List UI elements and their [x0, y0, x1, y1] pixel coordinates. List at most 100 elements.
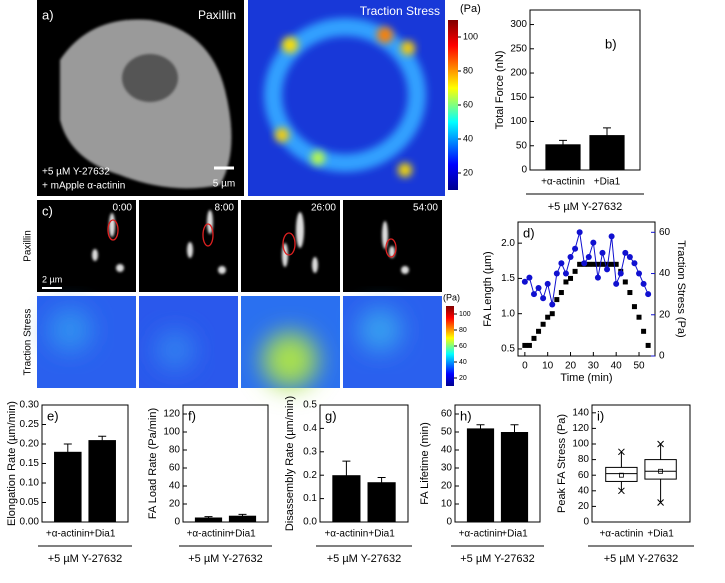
- treatment: +5 µM Y-27632: [42, 167, 110, 178]
- x-tick-label: +Dia1: [594, 177, 621, 188]
- y-tick-label: 250: [510, 43, 527, 54]
- y-tick-label: 80: [169, 445, 181, 456]
- x-tick-label: 20: [565, 361, 577, 372]
- y-tick-label: 0.5: [501, 344, 515, 355]
- mean: [658, 468, 663, 474]
- point: [595, 261, 601, 267]
- row-label: Paxillin: [23, 230, 34, 262]
- point: [558, 290, 564, 296]
- x-tick-label: 0: [522, 361, 528, 372]
- colorbar-tick-label: 40: [463, 133, 473, 143]
- x-axis-label: Time (min): [560, 372, 612, 384]
- point: [585, 254, 592, 261]
- colorbar-unit: (Pa): [443, 292, 460, 302]
- time-label: 26:00: [311, 203, 336, 214]
- y-tick-label: 0.0: [303, 517, 317, 528]
- error-bar: [559, 139, 567, 149]
- point: [526, 274, 533, 281]
- bar: [466, 428, 495, 522]
- point: [604, 266, 611, 273]
- error-bar: [204, 516, 213, 519]
- y-tick-label: 100: [510, 116, 527, 127]
- point: [535, 284, 542, 291]
- channel-label: Paxillin: [198, 8, 236, 22]
- point: [558, 260, 565, 267]
- x-tick-label: +α-actinin: [46, 529, 90, 540]
- y-tick-label: 50: [516, 140, 528, 151]
- point: [522, 342, 528, 348]
- bar: [194, 517, 223, 522]
- y-tick-label: 40: [578, 485, 590, 496]
- point: [599, 261, 605, 267]
- point: [631, 260, 638, 267]
- point: [554, 297, 560, 303]
- bar: [500, 432, 529, 522]
- treatment: + mApple α-actinin: [42, 181, 125, 192]
- point: [617, 270, 624, 277]
- y-tick-label: 60: [441, 409, 453, 420]
- point: [562, 270, 569, 277]
- x-axis-label: +5 µM Y-27632: [548, 201, 623, 213]
- y2-tick-label: 40: [659, 268, 671, 279]
- cell-image: a) Paxillin +5 µM Y-27632 + mApple α-act…: [37, 0, 244, 196]
- point: [636, 314, 642, 320]
- mean: [619, 472, 624, 478]
- y-tick-label: 80: [578, 454, 590, 465]
- time-label: 8:00: [215, 203, 235, 214]
- error-bar: [377, 477, 386, 487]
- x-axis-label: +5 µM Y-27632: [48, 553, 123, 565]
- x-tick-label: +Dia1: [368, 529, 395, 540]
- y-axis-label: FA Length (µm): [482, 251, 494, 326]
- bar: [367, 482, 396, 522]
- x-tick-label: 40: [611, 361, 623, 372]
- x-tick-label: 30: [588, 361, 600, 372]
- row-label: Traction Stress: [23, 309, 34, 376]
- y-tick-label: 300: [510, 19, 527, 30]
- error-bar: [476, 424, 485, 432]
- y-tick-label: 0.4: [303, 423, 317, 434]
- panel-label: g): [325, 408, 337, 423]
- point: [640, 280, 647, 287]
- x-axis-label: +5 µM Y-27632: [460, 553, 535, 565]
- x-tick-label: +Dia1: [501, 529, 528, 540]
- timelapse: c) 2 µm Paxillin Traction Stress (Pa): [23, 200, 460, 388]
- point: [604, 261, 610, 267]
- error-bar: [98, 435, 107, 444]
- series-line: [524, 232, 649, 305]
- point: [594, 274, 601, 281]
- panel-label: h): [460, 408, 472, 423]
- y-axis-label: Disassembly Rate (µm/min): [284, 396, 296, 531]
- error-bar: [238, 513, 247, 518]
- y2-tick-label: 0: [659, 351, 665, 362]
- x-axis-label: +5 µM Y-27632: [604, 553, 679, 565]
- y-tick-label: 0.25: [20, 419, 40, 430]
- point: [568, 275, 574, 281]
- y-tick-label: 20: [169, 499, 181, 510]
- panel-label: b): [605, 36, 617, 51]
- point: [613, 280, 620, 287]
- y-tick-label: 0: [583, 517, 589, 528]
- point: [609, 261, 615, 267]
- error-bar: [603, 127, 611, 143]
- traction-map: Traction Stress (Pa): [248, 0, 481, 196]
- point: [553, 270, 560, 277]
- map-title: Traction Stress: [360, 4, 440, 18]
- x-tick-label: 50: [633, 361, 645, 372]
- x-tick-label: +Dia1: [647, 529, 674, 540]
- plot-frame: [517, 221, 656, 357]
- x-tick-label: +α-actinin: [459, 529, 503, 540]
- point: [544, 280, 551, 287]
- error-bar: [510, 424, 519, 440]
- point: [563, 279, 569, 285]
- panel-label: i): [597, 408, 604, 423]
- y-tick-label: 0.10: [20, 478, 40, 489]
- y-tick-label: 120: [163, 409, 180, 420]
- y-tick-label: 0.1: [303, 493, 317, 504]
- y-tick-label: 150: [510, 92, 527, 103]
- point: [572, 245, 579, 252]
- point: [645, 291, 652, 298]
- time-label: 0:00: [113, 203, 133, 214]
- point: [540, 295, 547, 302]
- panel-label: c): [42, 203, 53, 218]
- y2-axis-label: Traction Stress (Pa): [675, 240, 687, 337]
